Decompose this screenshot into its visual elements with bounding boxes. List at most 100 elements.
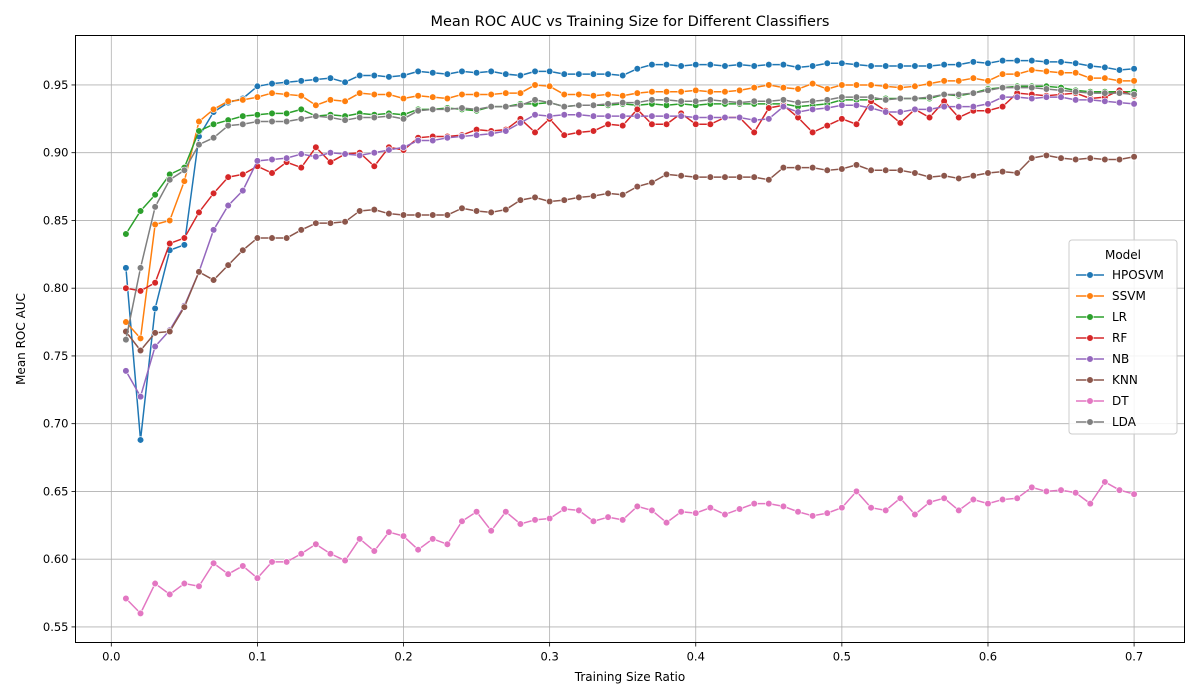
data-point-ssvm: [531, 81, 539, 89]
data-point-ssvm: [589, 92, 598, 100]
data-point-nb: [326, 149, 335, 157]
data-point-knn: [1072, 155, 1080, 164]
data-point-nb: [925, 105, 934, 113]
data-point-dt: [648, 506, 656, 515]
data-point-lda: [268, 117, 276, 126]
data-point-nb: [399, 143, 408, 151]
data-point-dt: [209, 559, 218, 567]
data-point-knn: [385, 210, 393, 218]
data-point-ssvm: [882, 82, 890, 90]
data-point-nb: [122, 367, 130, 375]
data-point-knn: [706, 173, 714, 181]
legend-label-nb: NB: [1112, 352, 1129, 366]
data-point-nb: [955, 103, 963, 111]
data-point-ssvm: [224, 97, 232, 105]
data-point-knn: [692, 173, 700, 181]
legend-item-lda: LDA: [1076, 415, 1137, 429]
data-point-nb: [341, 150, 349, 158]
data-point-dt: [604, 513, 612, 521]
data-point-dt: [779, 502, 788, 510]
data-point-dt: [239, 562, 247, 570]
data-point-rf: [575, 128, 583, 136]
data-point-lda: [443, 105, 451, 113]
data-point-knn: [823, 166, 831, 174]
legend-label-dt: DT: [1112, 394, 1129, 408]
x-tick-label: 0.6: [979, 650, 997, 664]
data-point-ssvm: [502, 89, 510, 97]
data-point-dt: [706, 504, 714, 512]
y-tick-label: 0.60: [43, 552, 69, 566]
data-point-knn: [721, 173, 729, 181]
data-point-lda: [575, 101, 583, 109]
data-point-hposvm: [589, 70, 598, 78]
data-point-nb: [429, 136, 437, 145]
data-point-knn: [911, 169, 919, 177]
data-point-hposvm: [472, 69, 481, 77]
data-point-ssvm: [385, 90, 393, 99]
data-point-dt: [1013, 494, 1021, 502]
data-point-lda: [721, 97, 729, 105]
data-point-hposvm: [1130, 65, 1138, 73]
data-point-ssvm: [122, 318, 130, 326]
data-point-dt: [911, 510, 919, 519]
legend-item-nb: NB: [1076, 352, 1129, 366]
data-point-hposvm: [867, 62, 875, 70]
data-point-knn: [224, 261, 232, 269]
x-tick-label: 0.3: [540, 650, 558, 664]
data-point-knn: [429, 211, 437, 219]
data-point-knn: [998, 168, 1007, 176]
y-tick-label: 0.75: [43, 349, 69, 363]
data-point-ssvm: [794, 85, 802, 93]
chart-title: Mean ROC AUC vs Training Size for Differ…: [431, 14, 830, 30]
data-point-nb: [268, 155, 276, 164]
legend-swatch-marker-ssvm: [1086, 292, 1094, 300]
grid-lines: [75, 35, 1185, 643]
data-point-lda: [662, 96, 671, 104]
data-point-lda: [648, 96, 656, 104]
data-point-lda: [209, 134, 218, 142]
data-point-hposvm: [823, 59, 831, 67]
data-point-lr: [151, 191, 159, 199]
data-point-knn: [589, 192, 598, 200]
legend-label-knn: KNN: [1112, 373, 1138, 387]
data-point-knn: [195, 268, 203, 276]
data-point-ssvm: [940, 77, 948, 85]
data-point-nb: [998, 93, 1007, 101]
data-point-nb: [209, 226, 218, 234]
data-point-knn: [502, 206, 510, 214]
data-point-ssvm: [414, 92, 422, 100]
data-point-rf: [122, 284, 130, 292]
data-point-nb: [546, 112, 554, 120]
legend-item-ssvm: SSVM: [1076, 289, 1146, 303]
data-point-dt: [458, 517, 466, 525]
data-point-hposvm: [356, 71, 364, 80]
data-point-nb: [1101, 97, 1109, 105]
data-point-nb: [385, 146, 393, 154]
legend-item-rf: RF: [1076, 331, 1127, 345]
data-point-hposvm: [794, 63, 802, 71]
data-point-hposvm: [998, 56, 1007, 65]
data-point-ssvm: [312, 101, 320, 109]
data-point-hposvm: [268, 79, 276, 88]
data-point-knn: [341, 218, 349, 226]
data-point-hposvm: [531, 67, 539, 76]
data-point-ssvm: [692, 86, 700, 94]
data-point-nb: [443, 134, 451, 142]
legend: Model HPOSVM SSVM LR RF NB KNN DT LDA: [1068, 239, 1178, 435]
legend-title: Model: [1105, 248, 1141, 262]
data-point-dt: [1115, 486, 1124, 494]
data-point-knn: [546, 197, 554, 206]
data-point-ssvm: [166, 216, 174, 225]
data-point-rf: [750, 128, 758, 136]
data-point-knn: [765, 176, 773, 184]
data-point-ssvm: [867, 81, 875, 89]
data-point-ssvm: [429, 93, 437, 101]
legend-swatch-marker-lr: [1086, 313, 1094, 321]
data-point-hposvm: [1072, 59, 1080, 67]
data-point-nb: [604, 112, 612, 120]
data-point-rf: [955, 113, 963, 122]
data-point-nb: [852, 101, 861, 109]
plot-frame: [75, 35, 1185, 643]
data-point-hposvm: [546, 67, 554, 76]
data-point-lda: [560, 103, 568, 111]
